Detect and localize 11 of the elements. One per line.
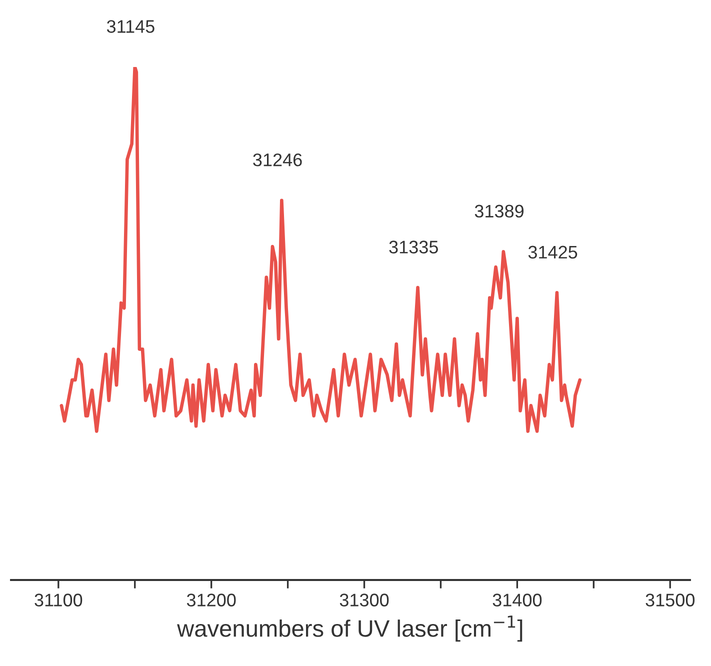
annotation: 31335 <box>389 240 438 254</box>
annotation: 31425 <box>528 246 578 259</box>
x-tick-label: 31300 <box>340 594 389 606</box>
annotation: 31246 <box>253 153 302 166</box>
x-tick-label: 31500 <box>646 594 695 606</box>
annotation: 31145 <box>106 20 154 33</box>
x-tick-label: 31400 <box>492 594 542 606</box>
x-tick-label: 31100 <box>34 594 82 606</box>
x-axis-title: wavenumbers of UV laser [cm$^{−1}$] <box>177 616 522 642</box>
x-tick-label: 31200 <box>186 594 236 606</box>
annotation: 31389 <box>474 204 524 218</box>
